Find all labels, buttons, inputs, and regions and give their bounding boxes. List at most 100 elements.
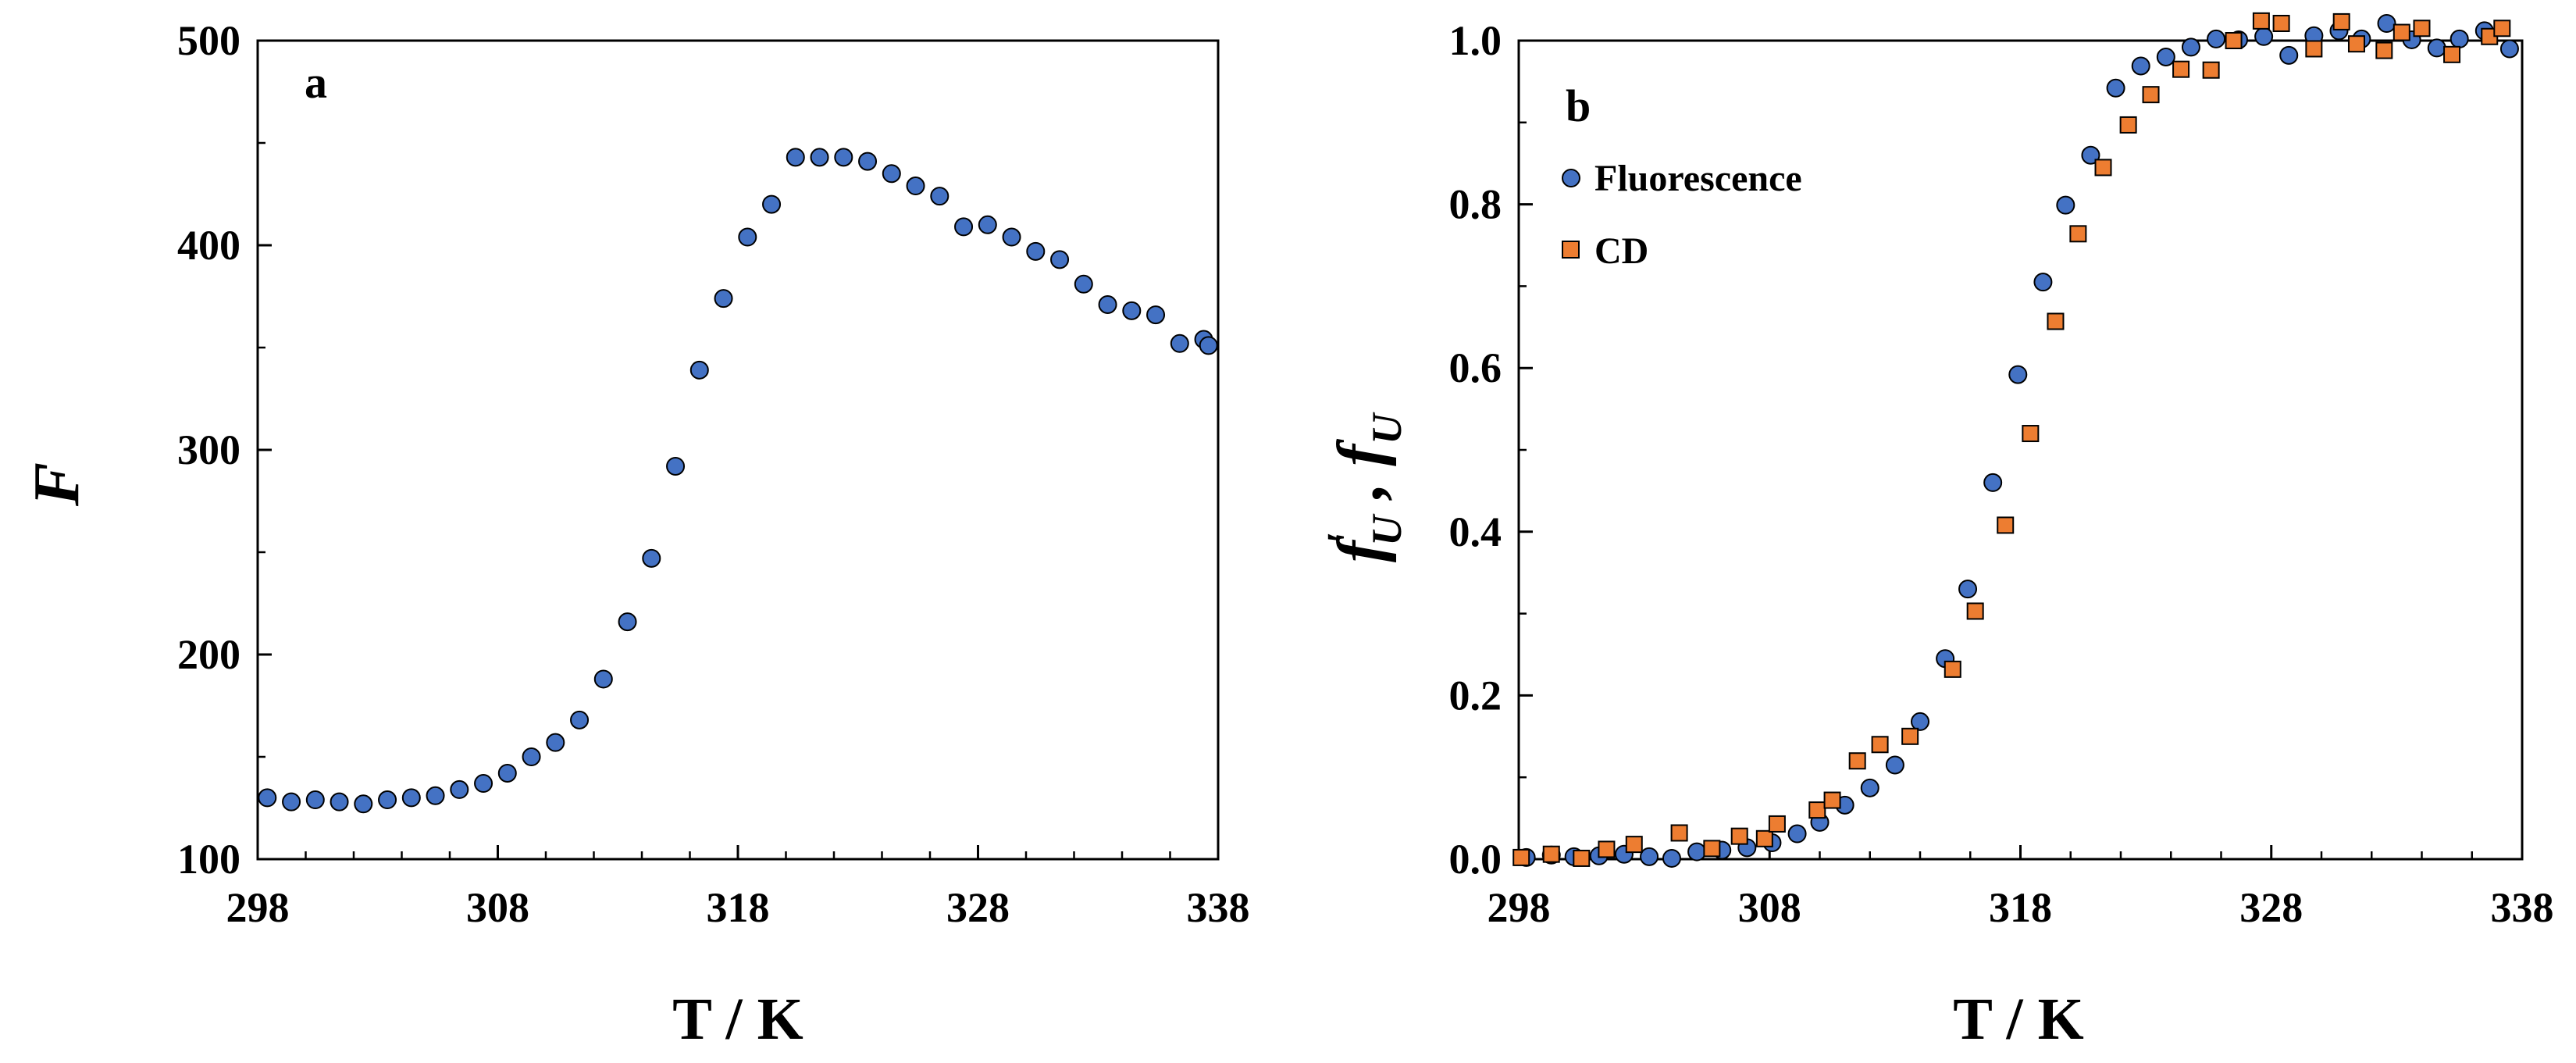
data-point-cd <box>2172 60 2190 78</box>
panel-b-letter: b <box>1566 80 1591 131</box>
data-point-f <box>1074 274 1093 294</box>
data-point-f <box>954 217 974 237</box>
data-point-f <box>714 289 733 309</box>
data-point-cd <box>2094 159 2112 177</box>
data-point-cd <box>2332 12 2350 30</box>
data-point-fluorescence <box>2008 365 2028 384</box>
data-point-f <box>450 779 469 799</box>
data-point-f <box>1002 227 1021 247</box>
legend-fluorescence-marker <box>1562 169 1580 187</box>
data-point-f <box>834 148 853 167</box>
data-point-fluorescence <box>1911 712 1929 731</box>
panel-a-x-axis-title: T / K <box>672 986 803 1052</box>
data-point-fluorescence <box>2033 273 2053 292</box>
panel-b-y-axis-title-sub2: U <box>1363 412 1410 444</box>
data-point-cd <box>2119 116 2137 134</box>
data-point-f <box>1199 336 1218 355</box>
data-point-f <box>282 792 301 812</box>
data-point-f <box>497 763 517 783</box>
data-point-cd <box>1542 845 1560 863</box>
data-point-fluorescence <box>2056 195 2075 215</box>
data-point-cd <box>2305 40 2323 58</box>
data-point-f <box>930 187 950 206</box>
panel-b-data-points <box>1512 12 2519 868</box>
data-point-f <box>810 148 829 167</box>
data-point-cd <box>2347 35 2365 53</box>
data-point-fluorescence <box>1885 755 1904 775</box>
data-point-f <box>593 669 613 689</box>
data-point-fluorescence <box>1687 842 1707 861</box>
data-point-cd <box>1997 516 2015 534</box>
data-point-cd <box>1823 791 1841 809</box>
data-point-fluorescence <box>1787 824 1807 844</box>
panel-a-letter: a <box>305 57 327 108</box>
data-point-f <box>570 710 590 729</box>
data-point-cd <box>2393 23 2410 41</box>
data-point-fluorescence <box>2254 27 2274 46</box>
data-point-fluorescence <box>2499 39 2519 59</box>
y-tick-label: 500 <box>177 17 240 64</box>
data-point-fluorescence <box>1640 847 1659 866</box>
legend-fluorescence-label: Fluorescence <box>1594 158 1802 199</box>
y-tick-label: 400 <box>177 222 240 269</box>
x-tick-label: 328 <box>2239 884 2303 931</box>
legend-cd-marker <box>1562 241 1580 259</box>
data-point-fluorescence <box>2279 45 2299 65</box>
panel-b-ticks: 298 308 318 328 338 0.0 0.2 0.4 0.6 0.8 1.0 <box>1449 17 2554 931</box>
data-point-f <box>378 790 397 810</box>
panel-b-y-axis-title-prime: ′ <box>1318 532 1365 544</box>
data-point-f <box>1170 334 1189 353</box>
x-tick-label: 328 <box>946 884 1010 931</box>
data-point-fluorescence <box>2207 29 2226 48</box>
data-point-cd <box>2375 41 2393 59</box>
panel-a-chart: 298 308 318 328 338 100 200 300 400 500 a T / K F <box>20 17 1250 1052</box>
data-point-f <box>1026 241 1046 261</box>
data-point-fluorescence <box>2427 38 2446 58</box>
data-point-cd <box>1573 849 1591 867</box>
y-tick-label: 200 <box>177 631 240 678</box>
x-tick-label: 308 <box>1738 884 1801 931</box>
data-point-cd <box>1848 752 1866 770</box>
data-point-f <box>330 792 349 812</box>
y-tick-label: 100 <box>177 836 240 883</box>
data-point-f <box>618 612 637 632</box>
data-point-f <box>1098 294 1117 314</box>
data-point-fluorescence <box>1983 473 2003 492</box>
y-tick-label: 0.2 <box>1449 672 1502 719</box>
data-point-f <box>906 177 925 196</box>
data-point-f <box>762 194 782 214</box>
x-tick-label: 318 <box>707 884 770 931</box>
data-point-cd <box>2202 61 2220 79</box>
data-point-f <box>401 788 421 808</box>
data-point-fluorescence <box>2106 78 2125 98</box>
data-point-cd <box>2022 425 2040 443</box>
data-point-fluorescence <box>2377 13 2396 33</box>
x-tick-label: 318 <box>1989 884 2052 931</box>
data-point-f <box>786 148 805 167</box>
data-point-f <box>666 456 686 476</box>
data-point-cd <box>1901 727 1919 745</box>
panel-a-y-axis-title: F <box>20 462 93 507</box>
data-point-cd <box>2493 20 2511 37</box>
data-point-f <box>1122 301 1142 320</box>
y-tick-label: 1.0 <box>1449 17 1502 64</box>
data-point-cd <box>1871 736 1889 754</box>
data-point-f <box>474 774 493 794</box>
data-point-fluorescence <box>2181 37 2200 57</box>
panel-b-y-axis-title-comma: , <box>1324 466 1397 515</box>
panel-b-x-axis-title: T / K <box>1953 986 2084 1052</box>
data-point-f <box>258 788 277 808</box>
data-point-f <box>642 548 661 568</box>
data-point-f <box>689 360 709 380</box>
x-tick-label: 308 <box>466 884 529 931</box>
y-tick-label: 0.6 <box>1449 344 1502 391</box>
data-point-fluorescence <box>1958 580 1978 599</box>
y-tick-label: 0.0 <box>1449 836 1502 883</box>
data-point-cd <box>2142 86 2160 104</box>
data-point-cd <box>1625 836 1643 854</box>
data-point-f <box>738 227 757 247</box>
x-tick-label: 298 <box>226 884 290 931</box>
data-point-f <box>858 152 878 171</box>
data-point-cd <box>1512 848 1530 866</box>
data-point-f <box>1146 305 1166 325</box>
